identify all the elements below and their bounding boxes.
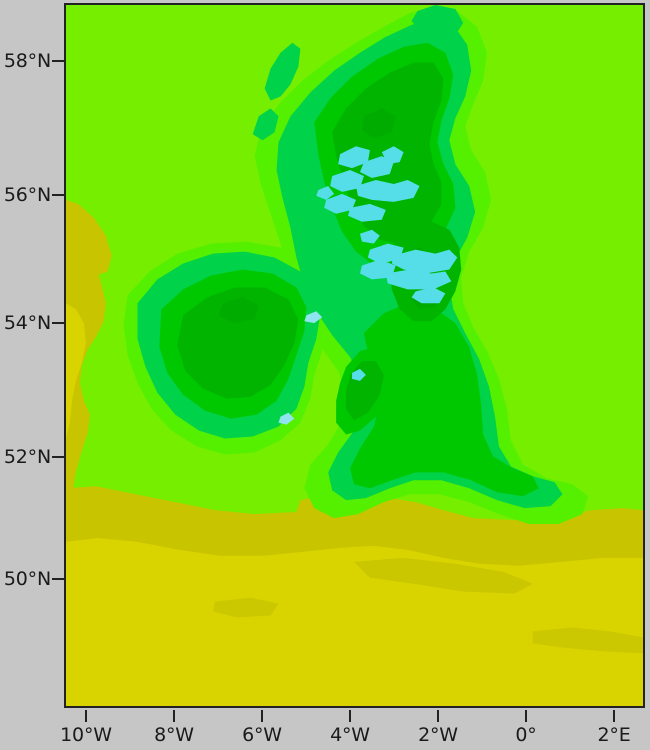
contour-upland-england — [350, 303, 539, 497]
contour-texture-green-c — [218, 297, 259, 324]
ytick-52n — [52, 456, 64, 458]
ytick-label-58n: 58°N — [3, 50, 51, 72]
contour-peaks-snowdonia — [352, 368, 366, 381]
map-plot-area[interactable] — [64, 3, 645, 708]
contour-band-yellow-bright-west — [66, 303, 86, 439]
xtick-label-0: 0° — [515, 724, 537, 746]
ytick-56n — [52, 194, 64, 196]
xtick-10w — [85, 710, 87, 722]
xtick-label-4w: 4°W — [330, 724, 370, 746]
contour-high-ireland-core — [177, 287, 299, 399]
xtick-label-6w: 6°W — [242, 724, 282, 746]
ytick-label-50n: 50°N — [3, 568, 51, 590]
ytick-54n — [52, 322, 64, 324]
xtick-label-8w: 8°W — [154, 724, 194, 746]
xtick-8w — [173, 710, 175, 722]
ytick-label-56n: 56°N — [3, 184, 51, 206]
contour-island-orkney — [411, 5, 464, 39]
contour-peaks-highlands — [316, 146, 420, 222]
contour-island-hebrides — [264, 42, 301, 101]
xtick-label-2w: 2°W — [418, 724, 458, 746]
contour-island-hebrides-s — [252, 108, 279, 141]
xtick-0 — [525, 710, 527, 722]
terrain-contour-map — [66, 5, 643, 706]
contour-texture-olive-a — [354, 557, 533, 594]
xtick-label-2e: 2°E — [597, 724, 631, 746]
contour-texture-olive-b — [532, 627, 643, 654]
ytick-label-52n: 52°N — [3, 446, 51, 468]
ytick-58n — [52, 60, 64, 62]
contour-texture-olive-c — [212, 597, 279, 618]
xtick-2w — [437, 710, 439, 722]
ytick-label-54n: 54°N — [3, 312, 51, 334]
xtick-label-10w: 10°W — [60, 724, 112, 746]
xtick-4w — [349, 710, 351, 722]
contour-band-yellow-bright — [66, 537, 643, 706]
xtick-6w — [261, 710, 263, 722]
contour-peaks-pennines — [359, 229, 458, 304]
contour-band-yellow-olive-nw — [66, 199, 112, 276]
ytick-50n — [52, 578, 64, 580]
xtick-2e — [613, 710, 615, 722]
contour-texture-green-d — [361, 108, 396, 139]
